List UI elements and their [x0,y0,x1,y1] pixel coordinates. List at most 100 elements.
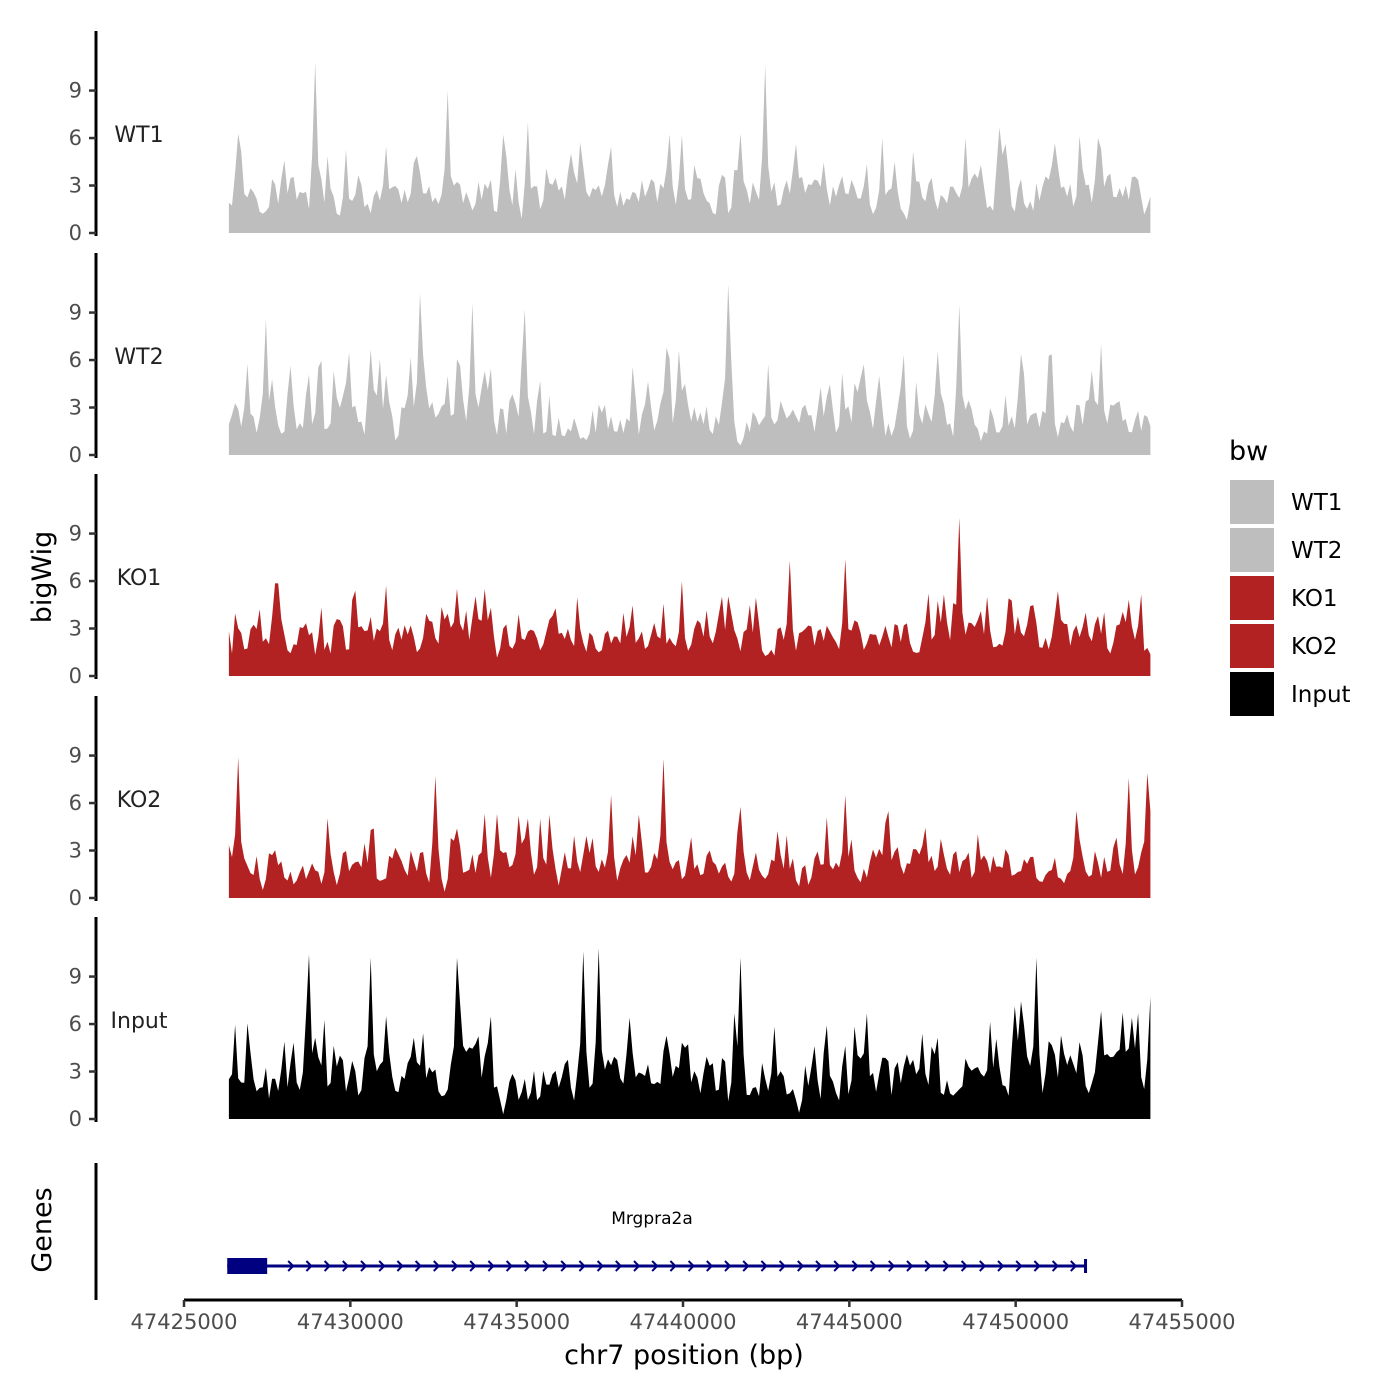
strand-chevron [706,1260,714,1272]
x-tick-label: 47435000 [463,1310,570,1334]
strand-chevron [815,1260,823,1272]
strand-chevron [505,1260,513,1272]
y-tick-label: 0 [69,664,82,688]
y-tick-label: 0 [69,221,82,245]
x-axis-title: chr7 position (bp) [564,1340,804,1371]
y-tick-label: 0 [69,886,82,910]
strand-chevron [760,1260,768,1272]
legend-swatch-wt2 [1230,528,1274,572]
x-tick-label: 47430000 [297,1310,404,1334]
strand-chevron [669,1260,677,1272]
strand-chevron [942,1260,950,1272]
strand-chevron [542,1260,550,1272]
strand-chevron [433,1260,441,1272]
area-input [228,948,1151,1119]
area-ko1 [228,517,1151,676]
y-tick-label: 3 [69,839,82,863]
track-label: KO1 [117,566,162,591]
legend-label-input: Input [1291,682,1351,708]
strand-chevron [724,1260,732,1272]
track-wt1: 0 3 6 9 WT1 [69,31,1151,245]
y-tick-label: 9 [69,79,82,103]
track-label: KO2 [117,788,162,813]
x-tick-label: 47440000 [630,1310,737,1334]
gene-model [227,1258,1088,1274]
y-tick-label: 3 [69,617,82,641]
strand-chevron [997,1260,1005,1272]
strand-chevron [596,1260,604,1272]
area-ko2 [228,757,1151,898]
track-wt2: 0 3 6 9 WT2 [69,253,1151,467]
strand-chevron [633,1260,641,1272]
strand-chevron [797,1260,805,1272]
y-tick-label: 3 [69,1060,82,1084]
strand-chevron [888,1260,896,1272]
genes-axis-title: Genes [27,1187,58,1272]
legend: bw WT1 WT2 KO1 KO2 Input [1229,436,1351,716]
strand-chevron [560,1260,568,1272]
strand-chevron [524,1260,532,1272]
x-tick-label: 47455000 [1129,1310,1236,1334]
legend-swatch-ko1 [1230,576,1274,620]
strand-chevron [487,1260,495,1272]
y-tick-label: 6 [69,1012,82,1036]
strand-chevron [979,1260,987,1272]
legend-label-wt2: WT2 [1291,538,1342,564]
track-label: Input [111,1009,168,1034]
strand-chevron [360,1260,368,1272]
y-axis-title: bigWig [27,531,58,624]
strand-chevron [396,1260,404,1272]
strand-chevron [469,1260,477,1272]
strand-chevron [851,1260,859,1272]
strand-chevron [651,1260,659,1272]
x-axis: 47425000 47430000 47435000 47440000 47445000… [131,1298,1236,1334]
legend-label-ko2: KO2 [1291,634,1338,660]
strand-chevron [924,1260,932,1272]
y-tick-label: 0 [69,1107,82,1131]
legend-swatch-wt1 [1230,480,1274,524]
area-wt2 [228,284,1151,455]
y-tick-label: 6 [69,348,82,372]
y-tick-label: 0 [69,443,82,467]
x-tick-label: 47425000 [131,1310,238,1334]
legend-items: WT1 WT2 KO1 KO2 Input [1230,480,1351,716]
strand-chevron [742,1260,750,1272]
strand-chevron [578,1260,586,1272]
strand-chevron [323,1260,331,1272]
x-tick-label: 47450000 [962,1310,1069,1334]
track-input: 0 3 6 9 Input [69,917,1151,1131]
strand-chevron [869,1260,877,1272]
track-label: WT2 [114,345,163,370]
y-tick-label: 9 [69,965,82,989]
area-wt1 [228,62,1151,233]
strand-chevron [1051,1260,1059,1272]
signal-tracks: 0 3 6 9 WT1 0 3 6 9 WT2 0 3 6 9 KO1 0 3 6 9 KO2 0 3 6 9 Input [69,31,1151,1131]
strand-chevron [305,1260,313,1272]
track-ko2: 0 3 6 9 KO2 [69,696,1151,910]
track-ko1: 0 3 6 9 KO1 [69,474,1151,688]
y-tick-label: 6 [69,791,82,815]
strand-chevron [1033,1260,1041,1272]
strand-chevron [287,1260,295,1272]
y-tick-label: 9 [69,301,82,325]
strand-chevron [1070,1260,1078,1272]
y-tick-label: 6 [69,569,82,593]
genes-panel: Mrgpra2a [94,1163,1088,1300]
track-label: WT1 [114,123,163,148]
y-tick-label: 9 [69,522,82,546]
y-tick-label: 3 [69,174,82,198]
strand-chevron [833,1260,841,1272]
y-tick-label: 3 [69,396,82,420]
strand-chevron [378,1260,386,1272]
strand-chevron [906,1260,914,1272]
y-tick-label: 9 [69,744,82,768]
strand-chevron [778,1260,786,1272]
legend-label-ko1: KO1 [1291,586,1338,612]
strand-chevron [1015,1260,1023,1272]
strand-chevron [451,1260,459,1272]
strand-chevron [414,1260,422,1272]
legend-swatch-input [1230,672,1274,716]
strand-chevron [615,1260,623,1272]
